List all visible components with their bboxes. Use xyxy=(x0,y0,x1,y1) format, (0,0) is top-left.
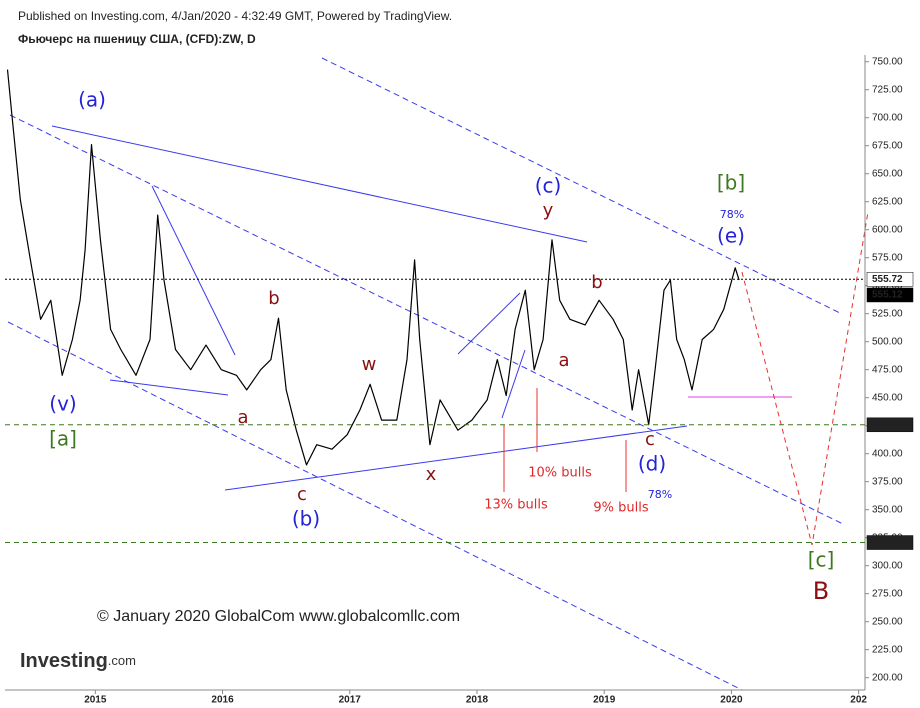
trend-line xyxy=(151,185,236,356)
wave-label: c xyxy=(297,484,307,505)
wave-label: (b) xyxy=(292,507,320,531)
wave-label: (a) xyxy=(78,88,106,112)
wave-label: x xyxy=(426,464,437,485)
y-tick-label: 700.00 xyxy=(872,112,903,123)
y-tick-label: 750.00 xyxy=(872,56,903,67)
wave-label: 10% bulls xyxy=(528,466,592,481)
y-tick-label: 500.00 xyxy=(872,336,903,347)
y-tick-label: 250.00 xyxy=(872,616,903,627)
wave-label: (v) xyxy=(49,392,76,416)
wave-label: b xyxy=(591,272,602,293)
x-tick-label: 2020 xyxy=(720,695,743,706)
wave-label: a xyxy=(237,407,248,428)
wave-label: (d) xyxy=(638,452,666,476)
y-tick-label: 575.00 xyxy=(872,252,903,263)
price-label: 555.12 xyxy=(872,290,903,301)
wave-label: [b] xyxy=(717,171,745,195)
x-tick-label: 2018 xyxy=(466,695,489,706)
y-tick-label: 275.00 xyxy=(872,588,903,599)
logo-brand: Investing xyxy=(20,650,108,672)
x-tick-label: 202 xyxy=(850,695,867,706)
y-tick-label: 350.00 xyxy=(872,504,903,515)
x-tick-label: 2017 xyxy=(339,695,362,706)
y-tick-label: 675.00 xyxy=(872,140,903,151)
wave-label: (e) xyxy=(717,224,745,248)
y-tick-label: 200.00 xyxy=(872,672,903,683)
y-tick-label: 375.00 xyxy=(872,476,903,487)
published-note: Published on Investing.com, 4/Jan/2020 -… xyxy=(18,9,452,23)
wave-label: c xyxy=(645,429,655,450)
y-tick-label: 475.00 xyxy=(872,364,903,375)
wave-label: 9% bulls xyxy=(593,501,648,516)
wave-label: [a] xyxy=(49,427,77,451)
price-label-box xyxy=(866,272,914,287)
wave-label: 78% xyxy=(720,208,744,221)
trend-line xyxy=(51,125,588,243)
wave-label: a xyxy=(558,350,569,371)
wave-label: b xyxy=(268,288,279,309)
instrument-title: Фьючерс на пшеницу США, (CFD):ZW, D xyxy=(18,32,256,46)
trend-lines xyxy=(7,57,844,691)
logo: Investing.com xyxy=(20,650,136,672)
y-tick-label: 625.00 xyxy=(872,196,903,207)
y-tick-label: 650.00 xyxy=(872,168,903,179)
wave-label: [c] xyxy=(808,548,835,572)
x-tick-label: 2016 xyxy=(211,695,234,706)
wave-label: B xyxy=(813,577,829,605)
trend-line xyxy=(457,292,521,355)
bull-markers xyxy=(503,388,627,492)
y-tick-label: 400.00 xyxy=(872,448,903,459)
wave-label: y xyxy=(543,200,554,221)
y-tick-label: 450.00 xyxy=(872,392,903,403)
logo-suffix: .com xyxy=(108,653,136,668)
wave-label: 13% bulls xyxy=(484,498,548,513)
wave-label: 78% xyxy=(648,488,672,501)
y-tick-label: 225.00 xyxy=(872,644,903,655)
price-label: 320.67 xyxy=(872,537,903,548)
wave-label: (c) xyxy=(535,174,562,198)
y-tick-label: 600.00 xyxy=(872,224,903,235)
y-tick-label: 300.00 xyxy=(872,560,903,571)
wave-label: w xyxy=(362,354,377,375)
price-label: 425.81 xyxy=(872,419,903,430)
y-tick-label: 525.00 xyxy=(872,308,903,319)
price-line xyxy=(6,69,740,466)
price-label: 555.72 xyxy=(872,274,903,285)
price-label-box xyxy=(866,417,914,433)
copyright: © January 2020 GlobalCom www.globalcomll… xyxy=(97,608,460,625)
channel-line xyxy=(321,57,841,314)
trend-line xyxy=(224,425,688,491)
projection-line xyxy=(741,211,869,546)
price-label-box xyxy=(866,535,914,550)
x-tick-label: 2019 xyxy=(593,695,616,706)
channel-line xyxy=(7,321,743,691)
trend-line xyxy=(501,349,526,419)
channel-line xyxy=(9,114,844,525)
x-tick-label: 2015 xyxy=(84,695,107,706)
price-label-box xyxy=(866,287,914,303)
y-tick-label: 725.00 xyxy=(872,84,903,95)
